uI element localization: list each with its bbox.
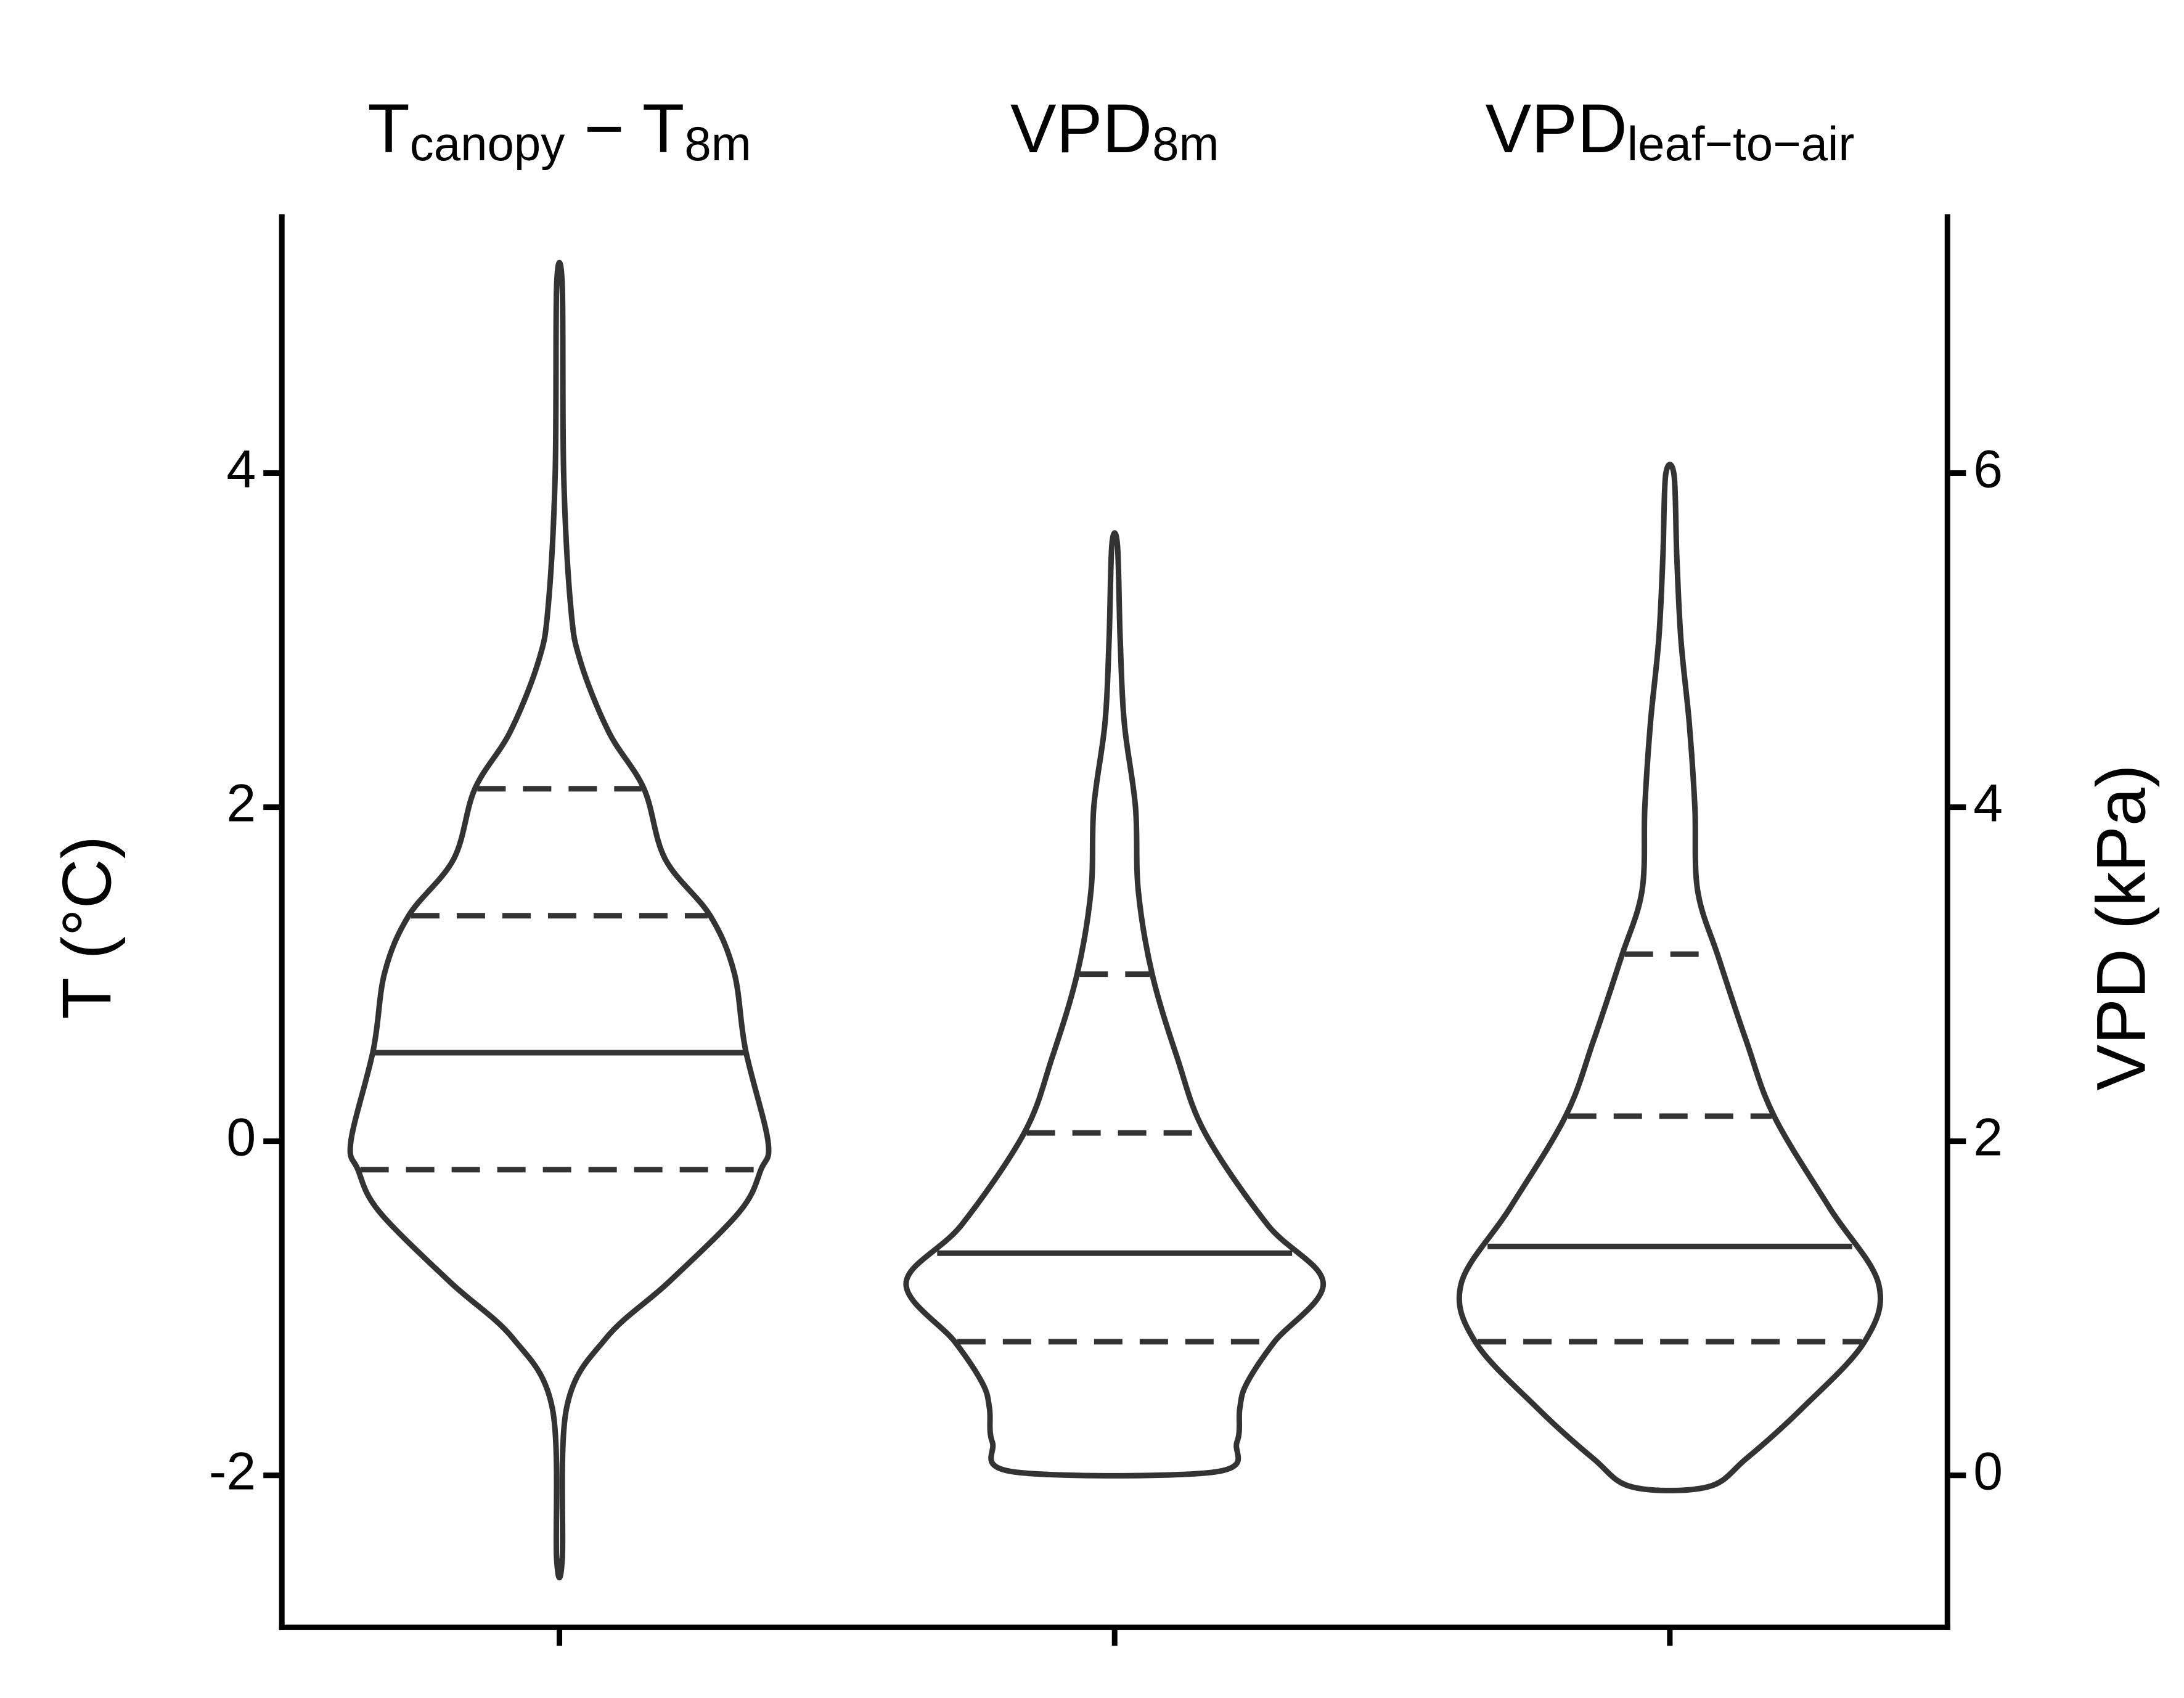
violin-body [903,530,1327,1479]
y-axis-label: T (°C) [49,836,126,1019]
violin-title: VPD8m [1010,90,1219,171]
title-part: VPD [1485,90,1627,167]
y2-axis-label: VPD (kPa) [2083,765,2160,1091]
y-tick-label: 2 [226,773,256,833]
title-part: T [367,90,409,167]
violin-body [347,259,772,1581]
y2-tick-label: 4 [1973,773,2003,833]
title-subscript: canopy [410,116,565,171]
title-subscript: leaf−to−air [1627,116,1855,171]
y2-tick-label: 6 [1973,439,2003,499]
title-part: VPD [1010,90,1152,167]
y2-tick-label: 2 [1973,1108,2003,1167]
title-part: − T [565,90,684,167]
y-tick-label: 4 [226,439,256,499]
title-subscript: 8m [684,116,751,171]
y2-tick-label: 0 [1973,1442,2003,1501]
title-subscript: 8m [1152,116,1219,171]
violin-title: Tcanopy − T8m [367,90,751,171]
y-tick-label: -2 [209,1442,256,1501]
y-tick-label: 0 [226,1108,256,1167]
violin-title: VPDleaf−to−air [1485,90,1854,171]
violin-body [1456,462,1884,1493]
